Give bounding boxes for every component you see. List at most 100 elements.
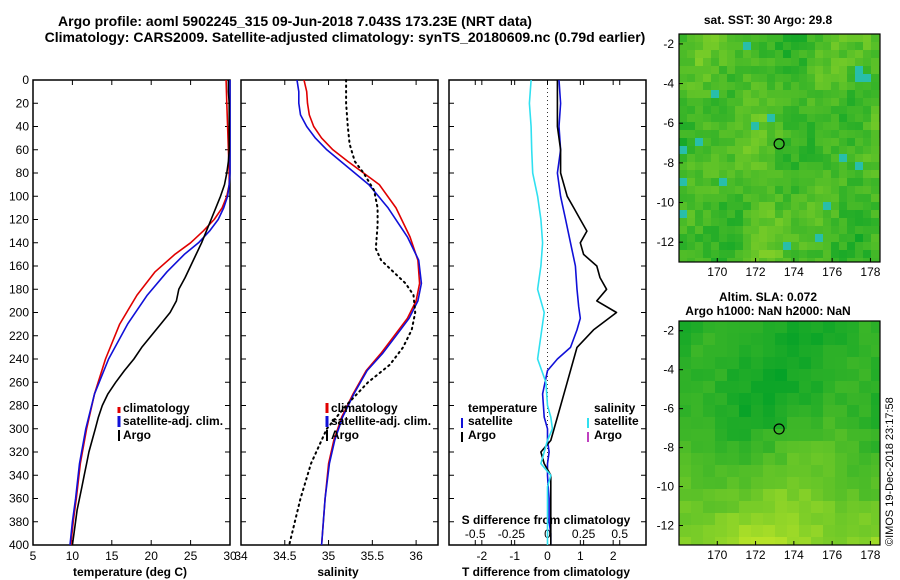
map-cell: [855, 210, 864, 219]
map-cell: [815, 74, 824, 83]
map-cell: [767, 178, 776, 187]
map-cell: [823, 405, 836, 418]
map-cell: [735, 90, 744, 99]
map-cell: [815, 226, 824, 235]
map-cell: [695, 178, 704, 187]
map-cell: [807, 130, 816, 139]
map-cell: [811, 381, 824, 394]
map-cell: [871, 441, 881, 454]
map-cell: [783, 154, 792, 163]
map-cell: [703, 234, 712, 243]
map-cell: [719, 194, 728, 203]
map-cell: [835, 321, 848, 334]
map-cell: [695, 98, 704, 107]
map-cell: [739, 525, 752, 538]
map-cell: [763, 357, 776, 370]
map-cell: [855, 130, 864, 139]
map-cell: [775, 453, 788, 466]
map-cell: [691, 357, 704, 370]
map-cell: [719, 218, 728, 227]
map-cell: [679, 194, 688, 203]
map-cell: [687, 242, 696, 251]
map-cell: [679, 333, 692, 346]
map-cell: [715, 357, 728, 370]
map-cell: [823, 90, 832, 99]
map-cell: [859, 441, 872, 454]
map-cell: [799, 42, 808, 51]
map-cell: [679, 66, 688, 75]
map-cell: [727, 42, 736, 51]
map-cell: [871, 345, 881, 358]
map-cell: [835, 513, 848, 526]
map-cell: [751, 250, 760, 259]
map-cell: [783, 234, 792, 243]
map-cell: [727, 333, 740, 346]
map-cell: [855, 90, 864, 99]
map-cell: [751, 34, 760, 43]
map-cell: [691, 537, 704, 546]
map-cell: [815, 178, 824, 187]
map-cell: [823, 130, 832, 139]
map-cell: [703, 525, 716, 538]
map-cell: [775, 162, 784, 171]
map-cell: [839, 74, 848, 83]
map-cell: [711, 226, 720, 235]
map-cell: [759, 58, 768, 67]
differences-xtick-label: -0.5: [465, 527, 486, 541]
temperature-ytick-label: 400: [9, 538, 29, 552]
map-cell: [775, 417, 788, 430]
legend-label-temp-argo: Argo: [468, 428, 496, 442]
map-cell: [751, 357, 764, 370]
map-cell: [751, 186, 760, 195]
temperature-ytick-label: 260: [9, 375, 29, 389]
map-cell: [799, 218, 808, 227]
map-cell: [703, 250, 712, 259]
differences-xtick-label: 0.5: [611, 527, 628, 541]
map-cell: [711, 74, 720, 83]
map-cell: [711, 66, 720, 75]
map-cell: [855, 74, 864, 83]
map-cell: [807, 218, 816, 227]
map-cell: [847, 250, 856, 259]
map-cell: [775, 501, 788, 514]
argo-position-marker: [773, 423, 785, 435]
map-cell: [787, 321, 800, 334]
map-cell: [791, 162, 800, 171]
map-cell: [791, 34, 800, 43]
sst-map: 170 172 174 176 178 -2 -4 -6 -8 -10 -12: [657, 33, 881, 279]
temperature-ytick-label: 200: [9, 306, 29, 320]
map-cell: [791, 50, 800, 59]
map-cell: [703, 501, 716, 514]
map-cell: [799, 537, 812, 546]
map-cell: [727, 477, 740, 490]
map-cell: [863, 210, 872, 219]
map-cell: [871, 170, 880, 179]
temperature-ytick-label: 220: [9, 329, 29, 343]
map-cell: [863, 138, 872, 147]
map-cell: [727, 122, 736, 131]
map-cell: [719, 34, 728, 43]
map-cell: [695, 90, 704, 99]
temperature-ytick-label: 360: [9, 492, 29, 506]
map-cell: [839, 226, 848, 235]
map-cell: [815, 98, 824, 107]
map-cell: [847, 357, 860, 370]
map-cell: [815, 66, 824, 75]
map-cell: [691, 333, 704, 346]
map-cell: [835, 417, 848, 430]
map-cell: [743, 34, 752, 43]
map-cell: [791, 250, 800, 259]
map-cell: [831, 242, 840, 251]
map-cell: [691, 405, 704, 418]
map-cell: [791, 258, 800, 263]
salinity-xtick-label: 34.5: [273, 549, 297, 563]
map-cell: [823, 218, 832, 227]
map-cell: [711, 242, 720, 251]
map-cell: [751, 417, 764, 430]
map-cell: [839, 98, 848, 107]
map-cell: [775, 154, 784, 163]
map-cell: [727, 250, 736, 259]
map-cell: [815, 162, 824, 171]
map-cell: [871, 66, 880, 75]
map-cell: [823, 489, 836, 502]
